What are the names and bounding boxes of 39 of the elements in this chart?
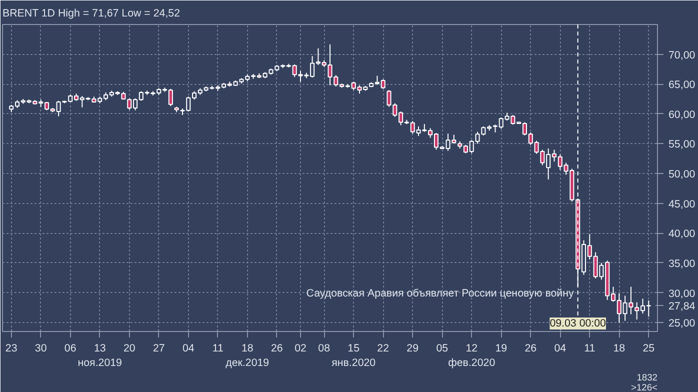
x-tick-label: 20 <box>123 342 136 354</box>
x-tick-label: 15 янв.2020 <box>332 342 376 369</box>
x-tick-label: 08 <box>318 342 330 354</box>
text: 1832 <box>636 372 658 382</box>
x-tick-label: 26 <box>524 342 537 354</box>
y-tick-label: 25,00 <box>668 318 696 330</box>
y-tick-label: 30,00 <box>668 288 696 300</box>
x-tick-label: 13 ноя.2019 <box>78 342 122 369</box>
y-tick-label: 65,00 <box>668 79 696 92</box>
x-tick-label: 12 фев.2020 <box>448 342 496 369</box>
x-tick-label: 04 <box>182 342 194 354</box>
y-tick-label: 40,00 <box>668 228 696 240</box>
x-tick-label: 29 <box>406 342 419 354</box>
y-tick-label: 27,84 <box>668 300 696 313</box>
x-tick-label: 02 <box>294 342 306 354</box>
x-tick-label: 22 <box>377 342 390 354</box>
x-tick-label: 06 <box>64 342 76 354</box>
x-tick-label: 26 <box>270 342 283 354</box>
y-tick-label: 60,00 <box>668 108 696 121</box>
x-tick-label: 19 <box>495 342 508 354</box>
chart-title: BRENT 1D High = 71,67 Low = 24,52 <box>2 8 180 20</box>
annotation: Саудовская Аравия объявляет России ценовую войну <box>306 287 575 300</box>
y-tick-label: 35,00 <box>668 258 696 270</box>
x-tick-label: 05 <box>436 342 448 354</box>
x-tick-label: 11 <box>212 342 224 354</box>
text: >126< <box>631 382 658 392</box>
x-tick-label: 30 <box>34 342 47 354</box>
y-tick-label: 50,00 <box>668 168 696 181</box>
x-tick-label: 18 дек.2019 <box>226 342 270 369</box>
y-tick-label: 55,00 <box>668 138 696 151</box>
x-tick-label: 18 <box>613 342 626 354</box>
x-tick-label: 11 <box>584 342 596 354</box>
y-tick-label: 45,00 <box>668 198 696 210</box>
x-tick-label: 09.03 00:00 <box>550 318 606 330</box>
x-tick-label: 23 <box>5 342 18 354</box>
x-tick-label: 04 <box>554 342 566 354</box>
x-tick-label: 27 <box>152 342 165 354</box>
x-tick-label: 25 <box>642 342 655 354</box>
y-tick-label: 70,00 <box>668 49 696 62</box>
